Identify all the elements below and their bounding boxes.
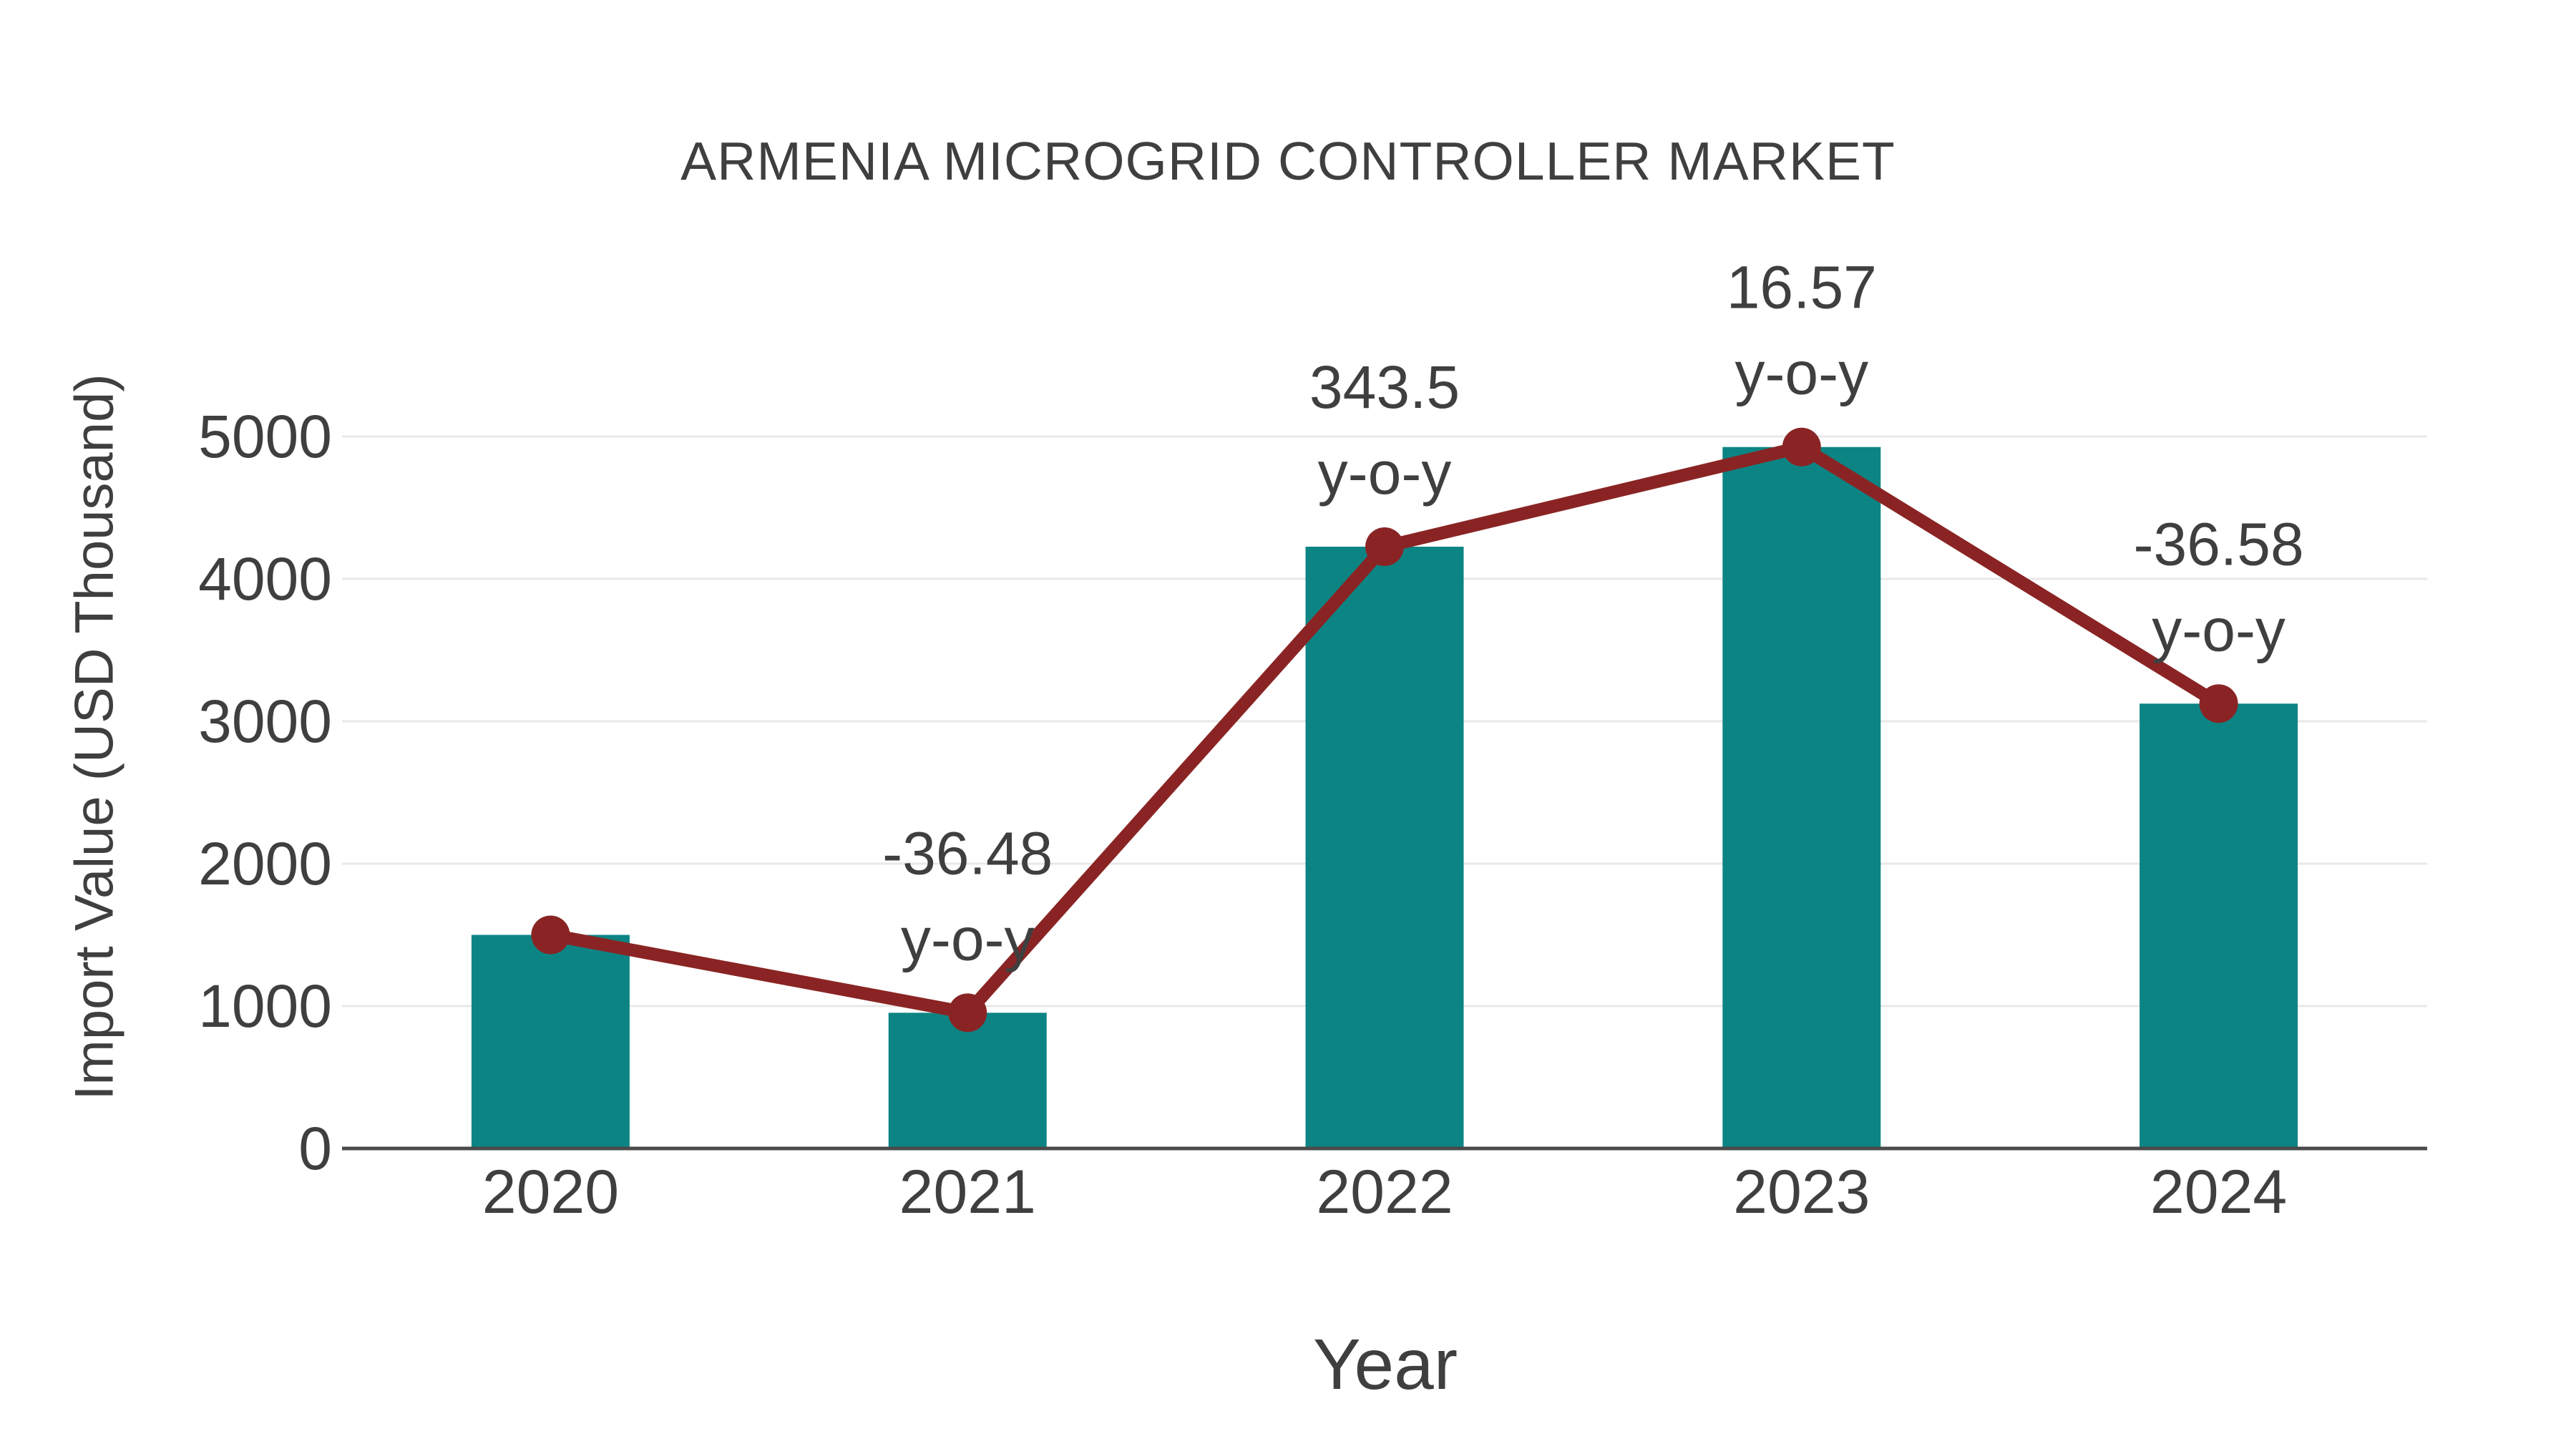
annotation-unit-2022: y-o-y — [1318, 439, 1452, 507]
annotation-value-2023: 16.57 — [1727, 254, 1877, 321]
x-tick-label-2023: 2023 — [1733, 1158, 1870, 1226]
x-tick-label-2024: 2024 — [2150, 1158, 2287, 1226]
data-point-marker-2024 — [2199, 684, 2238, 723]
x-tick-label-2021: 2021 — [899, 1158, 1036, 1226]
annotation-value-2022: 343.5 — [1309, 353, 1460, 421]
data-point-marker-2021 — [948, 993, 987, 1033]
y-tick-label-3000: 3000 — [198, 688, 332, 755]
y-tick-label-4000: 4000 — [198, 545, 332, 613]
data-point-marker-2023 — [1782, 427, 1821, 467]
annotation-unit-2021: y-o-y — [901, 905, 1035, 972]
y-tick-label-5000: 5000 — [198, 403, 332, 470]
data-point-marker-2022 — [1365, 527, 1404, 567]
y-tick-label-0: 0 — [298, 1115, 332, 1182]
annotation-value-2024: -36.58 — [2134, 510, 2304, 577]
y-tick-label-1000: 1000 — [198, 972, 332, 1040]
bar-2024 — [2140, 703, 2298, 1148]
bar-2022 — [1305, 547, 1464, 1148]
y-tick-label-2000: 2000 — [198, 830, 332, 897]
annotation-value-2021: -36.48 — [882, 819, 1053, 887]
bar-2023 — [1722, 447, 1881, 1148]
chart-title: ARMENIA MICROGRID CONTROLLER MARKET — [680, 131, 1896, 191]
x-axis-title: Year — [1312, 1324, 1458, 1405]
annotation-unit-2024: y-o-y — [2152, 596, 2285, 663]
annotation-unit-2023: y-o-y — [1735, 340, 1868, 407]
x-tick-label-2022: 2022 — [1316, 1158, 1453, 1226]
bar-2020 — [471, 935, 630, 1148]
data-point-marker-2020 — [531, 915, 570, 955]
bar-2021 — [888, 1013, 1047, 1148]
x-tick-label-2020: 2020 — [482, 1158, 619, 1226]
